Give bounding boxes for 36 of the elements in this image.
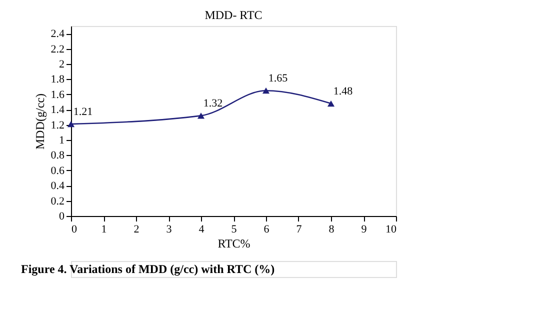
y-tick-label: 0 xyxy=(59,210,65,222)
x-tick-label: 6 xyxy=(264,224,270,236)
data-label: 1.65 xyxy=(268,72,288,85)
y-tick-label: 1.6 xyxy=(50,88,65,101)
x-tick-label: 8 xyxy=(328,224,335,236)
y-tick-label: 0.6 xyxy=(50,164,65,177)
y-axis-title: MDD(g/cc) xyxy=(32,94,47,150)
x-tick-label: 10 xyxy=(386,224,397,236)
x-tick-label: 0 xyxy=(72,224,78,236)
data-label: 1.48 xyxy=(333,86,354,98)
x-tick-label: 3 xyxy=(166,224,172,236)
point xyxy=(327,100,335,107)
y-tick-label: 2.4 xyxy=(50,28,65,40)
y-tick-label: 0.2 xyxy=(50,195,64,208)
x-tick-label: 9 xyxy=(361,224,368,236)
y-tick-label: 1.2 xyxy=(50,119,64,132)
y-tick-label: 1 xyxy=(59,134,64,146)
data-label: 1.32 xyxy=(203,98,223,110)
x-tick-label: 4 xyxy=(198,224,205,236)
point xyxy=(67,120,75,128)
x-tick-label: 5 xyxy=(231,224,238,236)
x-tick-label: 1 xyxy=(101,224,107,236)
y-tick-label: 0.8 xyxy=(50,150,65,162)
point xyxy=(197,112,205,119)
x-tick-label: 2 xyxy=(134,224,140,236)
x-axis-title: RTC% xyxy=(218,236,250,250)
y-tick-label: 2 xyxy=(59,58,64,70)
caption: Figure 4. Variations of MDD (g/cc) with RTC (%) xyxy=(21,262,275,276)
data-label: 1.21 xyxy=(73,106,93,118)
y-tick-label: 1.4 xyxy=(50,104,65,116)
y-tick-label: 1.8 xyxy=(50,74,65,86)
point xyxy=(262,88,270,94)
y-tick-label: 0.4 xyxy=(50,180,65,192)
chart-title: MDD- RTC xyxy=(204,8,262,22)
x-tick-label: 7 xyxy=(296,224,302,236)
y-tick-label: 2.2 xyxy=(50,43,64,56)
